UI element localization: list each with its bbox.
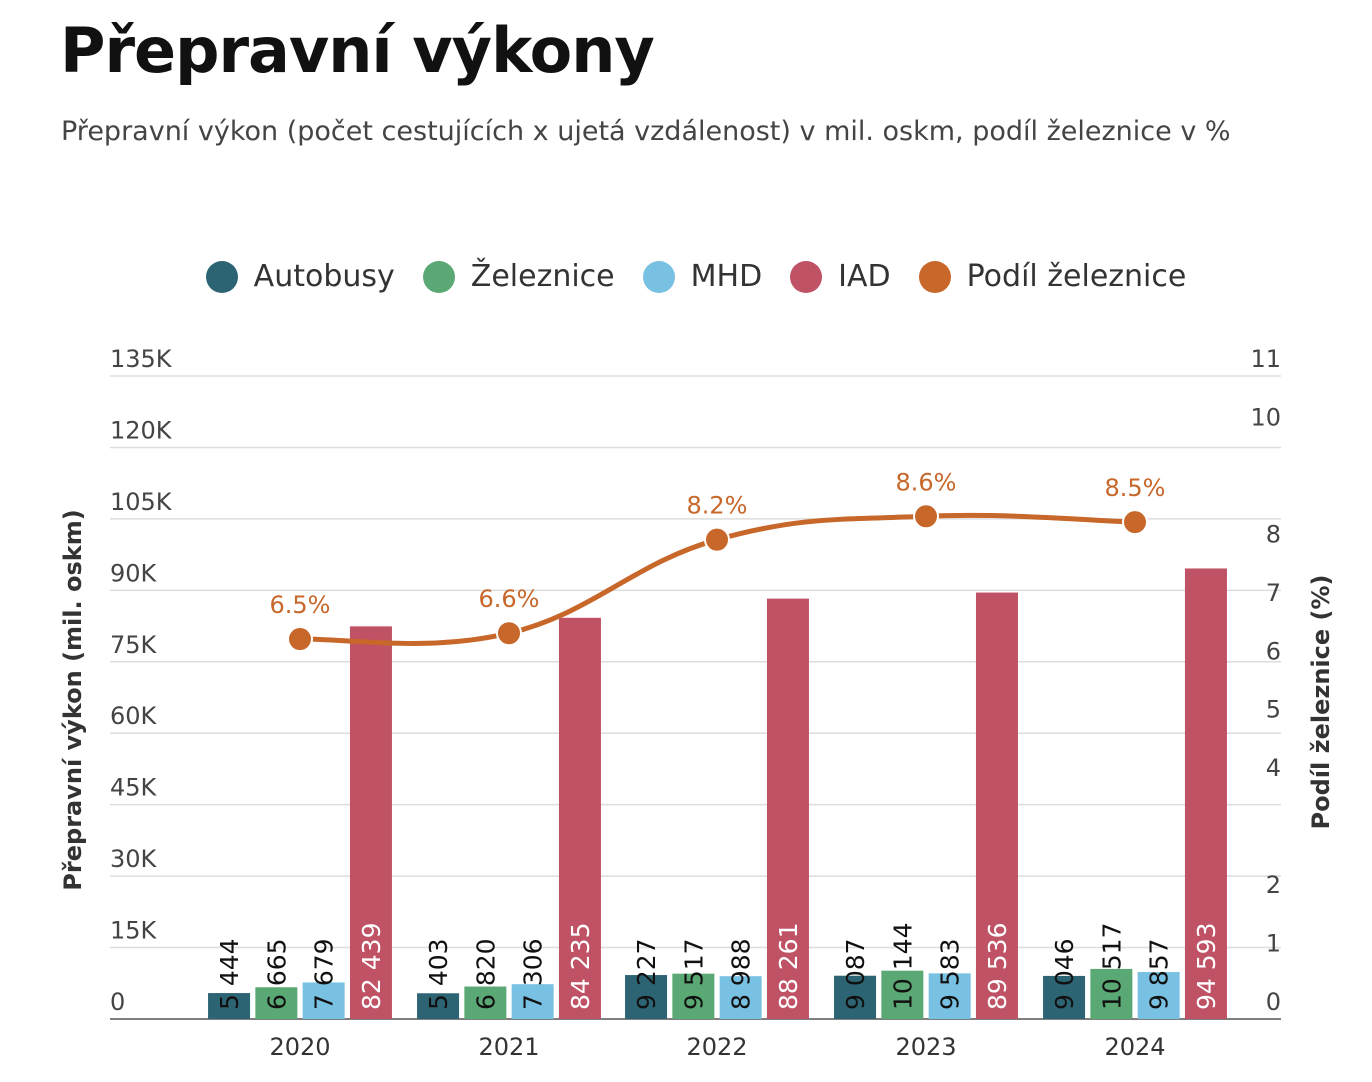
- bar-value-label: 89 536: [983, 923, 1012, 1010]
- y-left-tick-label: 15K: [110, 917, 158, 945]
- bar: [417, 993, 460, 1019]
- y-right-tick-label: 7: [1266, 579, 1281, 607]
- y-right-tick-label: 0: [1266, 988, 1281, 1016]
- bar: [1184, 568, 1227, 1019]
- y-right-tick-label: 8: [1266, 520, 1281, 548]
- y-left-tick-label: 60K: [110, 702, 158, 730]
- legend-label: Železnice: [470, 259, 615, 294]
- legend-item-iad[interactable]: IAD: [790, 259, 891, 294]
- legend-label: IAD: [838, 259, 891, 294]
- legend-label: MHD: [690, 259, 763, 294]
- x-tick-label: 2024: [1104, 1033, 1165, 1061]
- bar: [975, 592, 1018, 1019]
- y-right-tick-label: 1: [1266, 930, 1281, 958]
- legend-item-autobusy[interactable]: Autobusy: [205, 259, 395, 294]
- bar-value-label: 5 444: [215, 938, 244, 1010]
- bar: [464, 986, 507, 1019]
- legend-swatch: [642, 260, 675, 293]
- bar: [625, 975, 668, 1019]
- bar-value-label: 9 857: [1145, 938, 1174, 1010]
- share-value-label: 8.2%: [687, 492, 748, 520]
- bar-value-label: 82 439: [357, 923, 386, 1010]
- x-tick-label: 2021: [478, 1033, 539, 1061]
- bar-value-label: 9 046: [1050, 938, 1079, 1010]
- legend-swatch: [422, 260, 455, 293]
- share-value-label: 6.5%: [270, 591, 331, 619]
- legend-swatch: [205, 260, 238, 293]
- bar: [672, 973, 715, 1019]
- bar: [255, 987, 298, 1019]
- y-right-axis-title: Podíl železnice (%): [1307, 575, 1335, 830]
- bar-value-label: 8 988: [727, 938, 756, 1010]
- y-right-tick-label: 6: [1266, 637, 1281, 665]
- bar: [719, 976, 762, 1019]
- bar: [558, 617, 601, 1019]
- bar: [881, 970, 924, 1019]
- bar: [1137, 972, 1180, 1019]
- bar-value-label: 84 235: [566, 923, 595, 1010]
- y-right-tick-label: 4: [1266, 754, 1281, 782]
- x-tick-label: 2023: [895, 1033, 956, 1061]
- y-left-tick-label: 90K: [110, 559, 158, 587]
- bar-value-label: 10 517: [1097, 923, 1126, 1010]
- bar-value-label: 5 403: [424, 938, 453, 1010]
- bar: [511, 984, 554, 1019]
- bar-value-label: 94 593: [1192, 923, 1221, 1010]
- share-point: [913, 503, 939, 530]
- chart-subtitle: Přepravní výkon (počet cestujících x uje…: [61, 116, 1231, 147]
- y-left-tick-label: 75K: [110, 631, 158, 659]
- bar-value-label: 9 517: [679, 938, 708, 1010]
- bar: [766, 598, 809, 1019]
- bar-value-label: 9 583: [936, 938, 965, 1010]
- share-value-label: 6.6%: [479, 585, 540, 613]
- share-point: [704, 526, 730, 553]
- y-left-tick-label: 120K: [110, 416, 173, 444]
- bar-value-label: 88 261: [774, 923, 803, 1010]
- y-left-axis-title: Přepravní výkon (mil. oskm): [59, 509, 87, 890]
- legend-item-podil-zeleznice[interactable]: Podíl železnice: [918, 259, 1187, 294]
- bar-value-label: 9 087: [841, 938, 870, 1010]
- bar: [302, 982, 345, 1019]
- bar-value-label: 9 227: [632, 938, 661, 1010]
- bar: [349, 626, 392, 1019]
- bar-value-label: 7 679: [310, 938, 339, 1010]
- share-point: [496, 620, 522, 647]
- y-right-tick-label: 5: [1266, 696, 1281, 724]
- y-left-tick-label: 0: [110, 988, 125, 1016]
- share-point: [287, 626, 313, 653]
- bar-value-label: 7 306: [519, 938, 548, 1010]
- y-left-tick-label: 135K: [110, 345, 173, 373]
- bar: [1043, 975, 1086, 1019]
- legend-label: Autobusy: [253, 259, 395, 294]
- chart-title: Přepravní výkony: [60, 14, 655, 87]
- x-tick-label: 2022: [686, 1033, 747, 1061]
- bar-value-label: 6 665: [262, 938, 291, 1010]
- bar: [1090, 968, 1133, 1019]
- y-left-tick-label: 30K: [110, 845, 158, 873]
- legend-swatch: [918, 260, 951, 293]
- y-right-tick-label: 11: [1250, 345, 1281, 373]
- bar-value-label: 10 144: [888, 923, 917, 1010]
- share-value-label: 8.6%: [896, 468, 957, 496]
- bar: [928, 973, 971, 1019]
- share-value-label: 8.5%: [1105, 474, 1166, 502]
- bar-value-label: 6 820: [471, 938, 500, 1010]
- legend: Autobusy Železnice MHD IAD Podíl železni…: [0, 259, 1372, 294]
- y-right-tick-label: 10: [1250, 403, 1281, 431]
- x-tick-label: 2020: [269, 1033, 330, 1061]
- y-right-tick-label: 2: [1266, 871, 1281, 899]
- share-point: [1122, 509, 1148, 536]
- legend-swatch: [790, 260, 823, 293]
- legend-label: Podíl železnice: [966, 259, 1187, 294]
- y-left-tick-label: 105K: [110, 488, 173, 516]
- legend-item-zeleznice[interactable]: Železnice: [422, 259, 615, 294]
- bar: [834, 975, 877, 1019]
- bar: [208, 993, 251, 1019]
- legend-item-mhd[interactable]: MHD: [642, 259, 763, 294]
- y-left-tick-label: 45K: [110, 774, 158, 802]
